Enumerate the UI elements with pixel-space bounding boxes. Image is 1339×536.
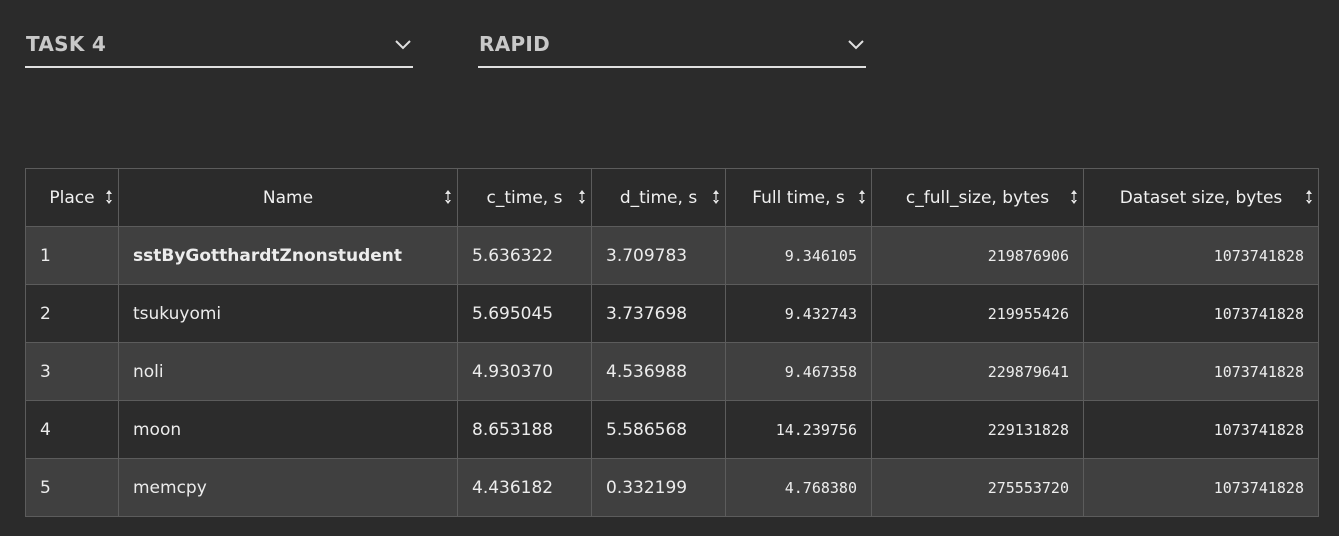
column-header-dataset-size[interactable]: Dataset size, bytes xyxy=(1083,168,1319,227)
sort-arrows-icon xyxy=(579,190,585,204)
column-header-label: c_time, s xyxy=(486,187,563,208)
cell-name: sstByGotthardtZnonstudent xyxy=(118,226,458,285)
table-header-row: Place Name c_time, s d_time, s Full time… xyxy=(25,168,1319,227)
cell-dataset-size: 1073741828 xyxy=(1083,226,1319,285)
chevron-down-icon xyxy=(395,40,411,50)
cell-name: tsukuyomi xyxy=(118,284,458,343)
table-row: 2 tsukuyomi 5.695045 3.737698 9.432743 2… xyxy=(25,284,1319,343)
table-row: 1 sstByGotthardtZnonstudent 5.636322 3.7… xyxy=(25,226,1319,285)
column-header-label: d_time, s xyxy=(619,187,698,208)
mode-select-value: RAPID xyxy=(479,32,551,56)
cell-full-time: 4.768380 xyxy=(725,458,872,517)
cell-d-time: 4.536988 xyxy=(591,342,726,401)
column-header-d-time[interactable]: d_time, s xyxy=(591,168,726,227)
cell-c-full-size: 219955426 xyxy=(871,284,1084,343)
cell-place: 1 xyxy=(25,226,119,285)
cell-dataset-size: 1073741828 xyxy=(1083,342,1319,401)
cell-c-time: 8.653188 xyxy=(457,400,592,459)
table-row: 4 moon 8.653188 5.586568 14.239756 22913… xyxy=(25,400,1319,459)
column-header-label: c_full_size, bytes xyxy=(905,187,1050,208)
cell-c-time: 5.636322 xyxy=(457,226,592,285)
column-header-c-time[interactable]: c_time, s xyxy=(457,168,592,227)
mode-select[interactable]: RAPID xyxy=(478,26,866,68)
column-header-label: Full time, s xyxy=(752,187,845,208)
task-select-value: TASK 4 xyxy=(26,32,107,56)
cell-name: memcpy xyxy=(118,458,458,517)
cell-place: 2 xyxy=(25,284,119,343)
column-header-name[interactable]: Name xyxy=(118,168,458,227)
cell-c-full-size: 275553720 xyxy=(871,458,1084,517)
column-header-label: Name xyxy=(262,187,314,208)
sort-arrows-icon xyxy=(106,190,112,204)
cell-place: 5 xyxy=(25,458,119,517)
cell-dataset-size: 1073741828 xyxy=(1083,400,1319,459)
sort-arrows-icon xyxy=(445,190,451,204)
cell-place: 4 xyxy=(25,400,119,459)
cell-c-full-size: 219876906 xyxy=(871,226,1084,285)
cell-full-time: 9.432743 xyxy=(725,284,872,343)
results-table: Place Name c_time, s d_time, s Full time… xyxy=(25,168,1319,517)
column-header-c-full-size[interactable]: c_full_size, bytes xyxy=(871,168,1084,227)
cell-name: moon xyxy=(118,400,458,459)
cell-dataset-size: 1073741828 xyxy=(1083,284,1319,343)
column-header-label: Dataset size, bytes xyxy=(1119,187,1283,208)
filters-bar: TASK 4 RAPID xyxy=(25,26,1325,70)
sort-arrows-icon xyxy=(713,190,719,204)
cell-c-full-size: 229879641 xyxy=(871,342,1084,401)
cell-c-full-size: 229131828 xyxy=(871,400,1084,459)
cell-d-time: 5.586568 xyxy=(591,400,726,459)
cell-full-time: 9.346105 xyxy=(725,226,872,285)
cell-d-time: 3.737698 xyxy=(591,284,726,343)
sort-arrows-icon xyxy=(1071,190,1077,204)
column-header-label: Place xyxy=(49,187,95,208)
cell-full-time: 9.467358 xyxy=(725,342,872,401)
chevron-down-icon xyxy=(848,40,864,50)
column-header-full-time[interactable]: Full time, s xyxy=(725,168,872,227)
cell-place: 3 xyxy=(25,342,119,401)
cell-c-time: 5.695045 xyxy=(457,284,592,343)
cell-d-time: 0.332199 xyxy=(591,458,726,517)
cell-d-time: 3.709783 xyxy=(591,226,726,285)
sort-arrows-icon xyxy=(1306,190,1312,204)
sort-arrows-icon xyxy=(859,190,865,204)
cell-c-time: 4.436182 xyxy=(457,458,592,517)
task-select[interactable]: TASK 4 xyxy=(25,26,413,68)
cell-full-time: 14.239756 xyxy=(725,400,872,459)
cell-name: noli xyxy=(118,342,458,401)
column-header-place[interactable]: Place xyxy=(25,168,119,227)
table-row: 5 memcpy 4.436182 0.332199 4.768380 2755… xyxy=(25,458,1319,517)
table-row: 3 noli 4.930370 4.536988 9.467358 229879… xyxy=(25,342,1319,401)
cell-dataset-size: 1073741828 xyxy=(1083,458,1319,517)
cell-c-time: 4.930370 xyxy=(457,342,592,401)
